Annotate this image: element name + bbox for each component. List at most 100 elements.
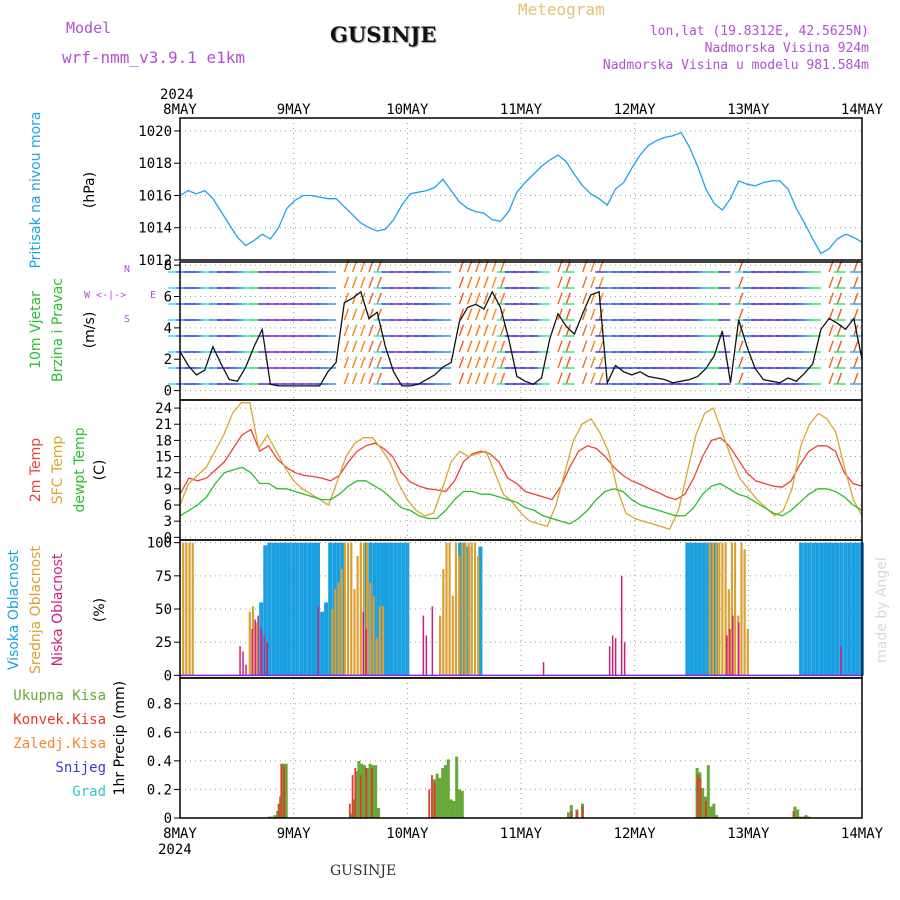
wind-barb <box>368 292 374 305</box>
cloud-mid-bar <box>334 589 337 676</box>
cloud-low-bar <box>362 611 364 676</box>
bottom-xtick-label: 13MAY <box>727 826 770 842</box>
cloud-mid-bar <box>372 595 375 676</box>
precip-conv-bar <box>370 768 373 818</box>
cloud-low-bar <box>431 606 434 676</box>
cloud-high-bar <box>835 542 840 676</box>
top-xtick-label: 10MAY <box>386 102 429 118</box>
cloud-high-bar <box>839 542 844 676</box>
wind-barb <box>458 356 465 369</box>
wind-barb <box>565 372 571 385</box>
wind-barb <box>828 276 834 289</box>
wind-barb <box>491 276 497 289</box>
bottom-xtick-label: 14MAY <box>841 826 884 842</box>
cloud-mid-bar <box>185 542 188 676</box>
precip-conv-bar <box>431 775 433 818</box>
cloud-mid-bar <box>350 542 353 676</box>
precip-ytick-label: 0.2 <box>147 782 172 798</box>
top-xtick-label: 12MAY <box>614 102 657 118</box>
wind-barb <box>598 356 604 369</box>
cloud-mid-bar <box>445 542 448 676</box>
precip-total-bar <box>371 765 375 818</box>
wind-barb <box>557 372 563 385</box>
wind-barb <box>458 276 465 289</box>
wind-barb <box>475 340 481 353</box>
precip-total-bar <box>804 815 808 818</box>
wind-barb <box>581 276 588 289</box>
wind-barb <box>351 324 358 337</box>
watermark-text: made by Angel <box>874 557 890 663</box>
cloud-low-bar <box>254 619 256 676</box>
compass-s: S <box>124 314 130 325</box>
wind-barb <box>499 324 506 337</box>
cloud-high-bar <box>307 542 312 676</box>
wind-barb <box>738 356 744 369</box>
cloud-mid-bar <box>191 542 194 676</box>
cloud-high-bar <box>295 542 300 676</box>
pressure-ytick-label: 1016 <box>138 188 172 204</box>
cloud-high-bar <box>823 542 828 676</box>
wind-barb <box>590 308 596 321</box>
wind-barb <box>491 356 497 369</box>
pressure-ytick-label: 1020 <box>138 124 172 140</box>
cloud-high-bar <box>275 542 280 676</box>
cloud-mid-bar <box>746 628 749 676</box>
temp-ytick-label: 12 <box>155 466 172 482</box>
cloud-low-bar <box>266 642 268 676</box>
precip-total-bar <box>460 790 464 818</box>
temp-ytick-label: 21 <box>155 417 172 433</box>
cloud-low-bar <box>239 646 241 676</box>
bottom-xtick-label: 12MAY <box>614 826 657 842</box>
precip-total-bar <box>363 765 366 818</box>
cloud-low-bar <box>245 664 247 676</box>
precip-total-bar <box>435 773 439 818</box>
precip-conv-bar <box>359 775 362 818</box>
wind-barb <box>466 292 473 305</box>
precip-conv-bar <box>433 782 436 818</box>
wind-barb <box>351 308 358 321</box>
wind-barb <box>475 292 481 305</box>
cloud-high-bar <box>271 542 276 676</box>
precip-ytick-label: 0 <box>164 811 172 827</box>
precip-total-bar <box>284 763 288 818</box>
wind-barb <box>458 340 465 353</box>
wind-barb <box>483 356 489 369</box>
wind-barb <box>351 356 358 369</box>
cloud-ylabel-low: Niska Oblacnost <box>50 553 66 666</box>
altitude-text: Nadmorska Visina 924m <box>704 41 869 56</box>
wind-barb <box>466 324 473 337</box>
cloud-mid-bar <box>331 609 334 676</box>
station-title: GUSINJE <box>330 22 437 47</box>
cloud-mid-bar <box>724 542 727 676</box>
cloud-high-bar <box>685 542 690 676</box>
wind-barb <box>343 356 350 369</box>
cloud-high-bar <box>462 542 467 676</box>
wind-barb <box>368 356 374 369</box>
cloud-mid-bar <box>467 542 470 676</box>
cloud-ytick-label: 25 <box>155 635 172 651</box>
pressure-ytick-label: 1018 <box>138 156 172 172</box>
wind-barb <box>598 340 604 353</box>
wind-barb <box>557 308 563 321</box>
wind-barb <box>590 372 596 385</box>
cloud-mid-bar <box>251 606 255 676</box>
cloud-mid-bar <box>369 582 372 676</box>
cloud-mid-bar <box>381 606 385 676</box>
precip-conv-bar <box>581 806 584 818</box>
wind-barb <box>458 324 465 337</box>
cloud-high-bar <box>320 611 325 676</box>
wind-barb <box>499 372 506 385</box>
cloud-high-bar <box>389 542 394 676</box>
wind-barb <box>368 372 374 385</box>
cloud-mid-bar <box>337 582 340 676</box>
wind-barb <box>458 308 465 321</box>
precip-total-bar <box>365 768 369 818</box>
wind-ytick-label: 0 <box>164 384 172 400</box>
model-name: wrf-nmm_v3.9.1 e1km <box>62 48 246 67</box>
cloud-mid-bar <box>378 606 381 676</box>
wind-barb <box>738 308 744 321</box>
wind-barb <box>368 324 374 337</box>
wind-barb <box>590 292 596 305</box>
cloud-low-bar <box>242 651 244 676</box>
bottom-year-label: 2024 <box>158 842 192 858</box>
